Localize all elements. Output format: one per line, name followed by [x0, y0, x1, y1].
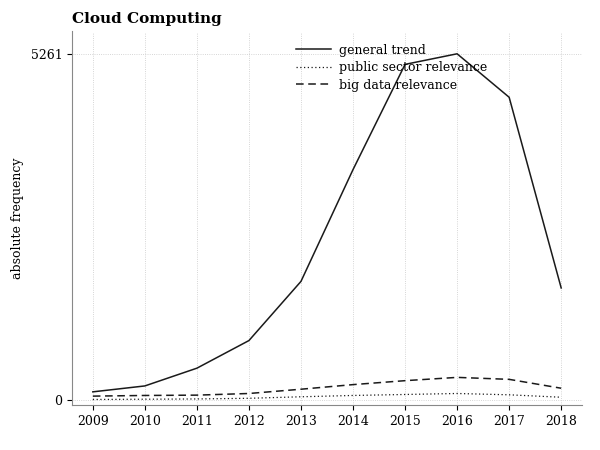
- public sector relevance: [506, 392, 513, 397]
- big data relevance: [557, 386, 565, 391]
- Line: public sector relevance: public sector relevance: [93, 393, 561, 400]
- Text: Cloud Computing: Cloud Computing: [72, 12, 222, 26]
- general trend: [454, 51, 461, 57]
- big data relevance: [454, 375, 461, 380]
- big data relevance: [245, 391, 253, 396]
- public sector relevance: [401, 392, 409, 397]
- general trend: [349, 167, 356, 172]
- public sector relevance: [557, 395, 565, 400]
- general trend: [506, 94, 513, 100]
- general trend: [401, 62, 409, 67]
- Line: general trend: general trend: [93, 54, 561, 392]
- general trend: [193, 365, 200, 371]
- big data relevance: [89, 393, 97, 399]
- public sector relevance: [245, 396, 253, 401]
- general trend: [141, 383, 148, 389]
- big data relevance: [349, 382, 356, 387]
- public sector relevance: [298, 394, 305, 400]
- big data relevance: [298, 387, 305, 392]
- big data relevance: [401, 378, 409, 383]
- general trend: [298, 279, 305, 284]
- general trend: [245, 338, 253, 343]
- big data relevance: [193, 392, 200, 398]
- general trend: [89, 389, 97, 395]
- Legend: general trend, public sector relevance, big data relevance: general trend, public sector relevance, …: [291, 39, 492, 97]
- public sector relevance: [193, 396, 200, 402]
- big data relevance: [506, 377, 513, 382]
- Line: big data relevance: big data relevance: [93, 378, 561, 396]
- public sector relevance: [454, 391, 461, 396]
- big data relevance: [141, 393, 148, 398]
- public sector relevance: [141, 396, 148, 402]
- public sector relevance: [89, 397, 97, 402]
- public sector relevance: [349, 393, 356, 398]
- general trend: [557, 285, 565, 291]
- Y-axis label: absolute frequency: absolute frequency: [11, 158, 23, 279]
